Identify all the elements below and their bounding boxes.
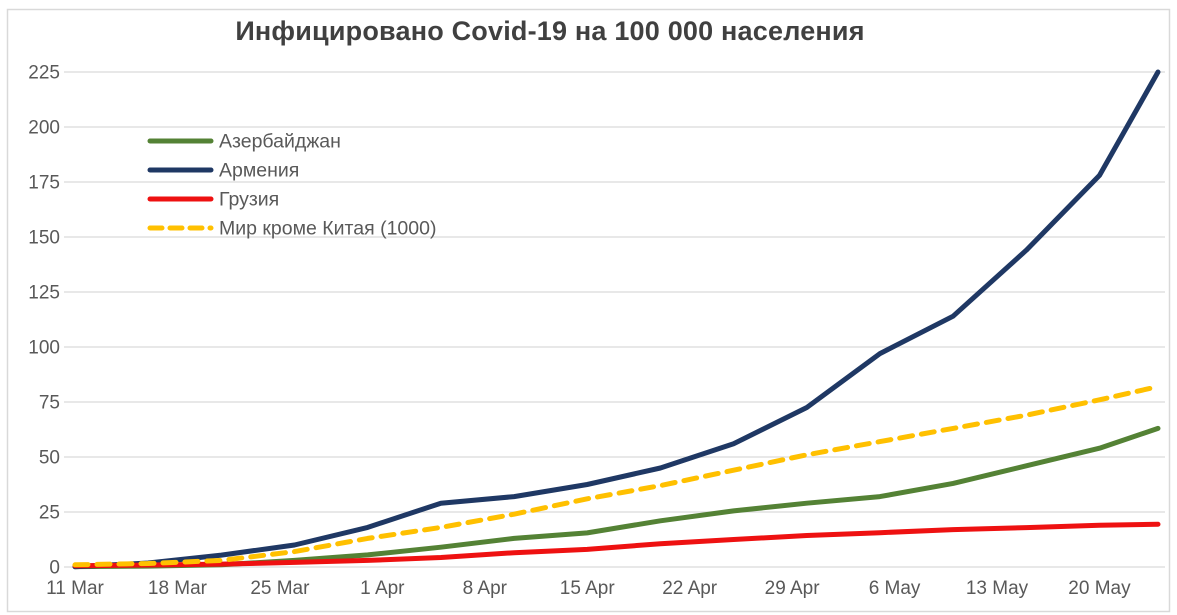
y-axis-tick-label: 150 [28,228,60,249]
legend-label: Азербайджан [219,131,341,153]
x-axis-tick-label: 29 Apr [765,578,821,599]
x-axis-tick-label: 22 Apr [662,578,718,599]
x-axis-tick-label: 11 Mar [46,578,104,599]
y-axis-tick-label: 125 [28,283,60,304]
x-axis-tick-label: 20 May [1068,578,1131,599]
chart-border [6,8,1171,613]
x-axis-tick-label: 13 May [966,578,1029,599]
y-axis-tick-label: 75 [39,393,60,414]
y-axis-tick-label: 0 [49,558,60,579]
y-axis-tick-label: 25 [39,503,60,524]
legend-label: Мир кроме Китая (1000) [219,218,436,240]
legend-item: Армения [147,160,299,182]
series-line-2 [72,521,1161,569]
chart-title: Инфицировано Covid-19 на 100 000 населен… [235,16,865,46]
y-axis-tick-label: 100 [28,338,60,359]
x-axis-tick-label: 18 Mar [148,578,208,599]
x-axis-tick-label: 15 Apr [560,578,616,599]
y-axis-tick-label: 50 [39,448,60,469]
legend: Азербайджан Армения Грузия Мир кроме Китая … [147,131,436,240]
x-axis-tick-label: 6 May [869,578,921,599]
legend-item: Мир кроме Китая (1000) [147,218,436,240]
x-axis-tick-label: 25 Mar [250,578,310,599]
legend-item: Азербайджан [147,131,341,153]
x-axis-tick-label: 1 Apr [360,578,405,599]
y-axis-tick-label: 175 [28,173,60,194]
legend-label: Армения [219,160,299,182]
y-axis-tick-label: 225 [28,63,60,84]
x-axis-tick-label: 8 Apr [463,578,508,599]
legend-label: Грузия [219,189,279,211]
legend-item: Грузия [147,189,279,211]
y-axis-tick-label: 200 [28,118,60,139]
series-line-1 [72,69,1161,570]
series-line-3 [72,384,1161,568]
